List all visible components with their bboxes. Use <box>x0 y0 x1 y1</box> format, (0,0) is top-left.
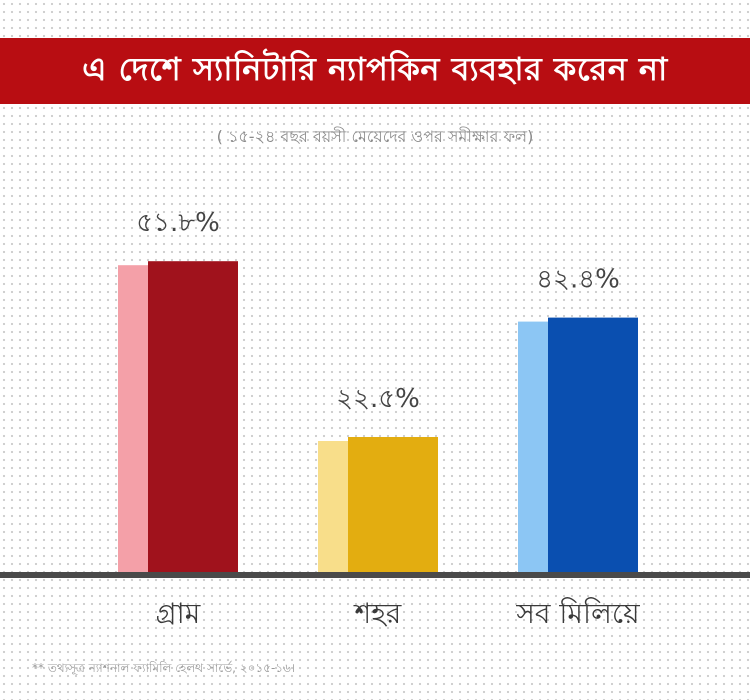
category-label-1: গ্রাম <box>156 597 201 630</box>
bar-side-1 <box>118 265 148 572</box>
bar-3 <box>548 317 638 572</box>
value-label-2: ২২.৫% <box>336 384 420 414</box>
bar-1 <box>148 261 238 572</box>
bar-side-2 <box>318 441 348 572</box>
source-footnote: ** তথ্যসূত্র ন্যাশনাল ফ্যামিলি হেলথ সার্… <box>32 661 296 675</box>
bar-2 <box>348 437 438 572</box>
chart-subtitle: ( ১৫-২৪ বছর বয়সী মেয়েদের ওপর সমীক্ষার … <box>216 127 534 146</box>
chart-title: এ দেশে স্যানিটারি ন্যাপকিন ব্যবহার করেন … <box>82 50 668 88</box>
bar-side-3 <box>518 321 548 572</box>
category-label-3: সব মিলিয়ে <box>515 597 640 630</box>
title-banner: এ দেশে স্যানিটারি ন্যাপকিন ব্যবহার করেন … <box>0 38 750 104</box>
x-axis-line <box>0 572 750 578</box>
category-label-2: শহর <box>353 597 402 630</box>
value-label-1: ৫১.৮% <box>136 208 220 238</box>
value-label-3: ৪২.৪% <box>536 265 620 295</box>
